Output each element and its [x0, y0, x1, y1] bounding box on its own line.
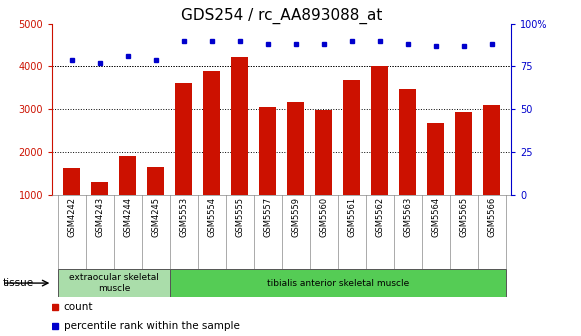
Bar — [175, 83, 192, 195]
Text: percentile rank within the sample: percentile rank within the sample — [64, 321, 239, 331]
Bar — [259, 107, 276, 195]
Text: GSM5554: GSM5554 — [207, 197, 216, 237]
Bar — [371, 66, 388, 195]
Text: GSM5560: GSM5560 — [320, 197, 328, 237]
Text: count: count — [64, 302, 94, 312]
Bar — [288, 102, 304, 195]
Bar — [170, 269, 505, 297]
Text: GSM5563: GSM5563 — [403, 197, 413, 237]
Bar — [63, 168, 80, 195]
Bar — [427, 123, 444, 195]
Title: GDS254 / rc_AA893088_at: GDS254 / rc_AA893088_at — [181, 7, 382, 24]
Bar — [399, 89, 416, 195]
Bar — [483, 105, 500, 195]
Text: GSM5562: GSM5562 — [375, 197, 384, 237]
Bar — [91, 181, 108, 195]
Text: GSM5559: GSM5559 — [291, 197, 300, 237]
Text: GSM4243: GSM4243 — [95, 197, 105, 237]
Bar — [203, 71, 220, 195]
Text: GSM4244: GSM4244 — [123, 197, 132, 237]
Text: GSM5557: GSM5557 — [263, 197, 272, 237]
Bar — [231, 57, 248, 195]
Text: tissue: tissue — [3, 278, 34, 288]
Bar — [343, 80, 360, 195]
Bar — [148, 167, 164, 195]
Bar — [315, 110, 332, 195]
Text: tibialis anterior skeletal muscle: tibialis anterior skeletal muscle — [267, 279, 409, 288]
Text: GSM5555: GSM5555 — [235, 197, 244, 237]
Text: extraocular skeletal
muscle: extraocular skeletal muscle — [69, 274, 159, 293]
Bar — [456, 112, 472, 195]
Text: GSM5565: GSM5565 — [459, 197, 468, 237]
Text: GSM5566: GSM5566 — [487, 197, 496, 237]
Text: GSM5561: GSM5561 — [347, 197, 356, 237]
Bar — [120, 156, 137, 195]
Bar — [58, 269, 170, 297]
Text: GSM5553: GSM5553 — [180, 197, 188, 237]
Text: GSM4245: GSM4245 — [151, 197, 160, 237]
Text: GSM5564: GSM5564 — [431, 197, 440, 237]
Text: GSM4242: GSM4242 — [67, 197, 76, 237]
